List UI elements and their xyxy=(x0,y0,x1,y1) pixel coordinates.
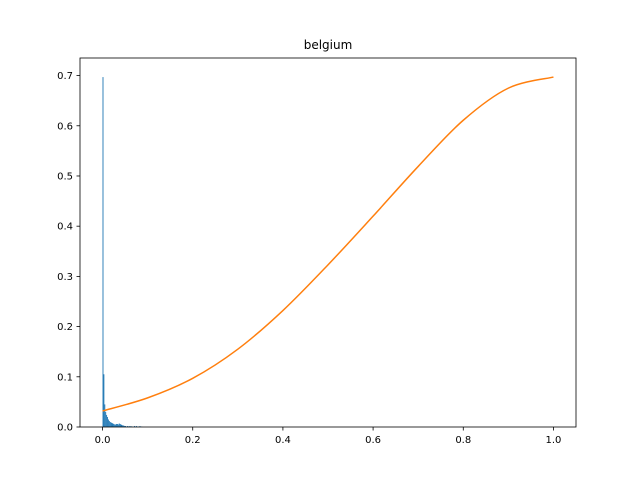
histogram-bar xyxy=(111,422,113,427)
histogram-bar xyxy=(102,77,104,428)
histogram-bar xyxy=(125,425,126,427)
histogram-bar xyxy=(134,425,136,427)
histogram-bar xyxy=(105,411,107,427)
histogram-bar xyxy=(109,421,111,427)
x-tick-label: 0.2 xyxy=(185,435,201,446)
histogram-bar xyxy=(135,425,137,427)
x-tick-label: 0.6 xyxy=(365,435,381,446)
y-tick-label: 0.5 xyxy=(57,171,73,182)
histogram-bar xyxy=(106,414,108,427)
histogram-bar xyxy=(119,423,121,427)
histogram-bars xyxy=(102,77,143,428)
histogram-bar xyxy=(121,424,123,427)
histogram-bar xyxy=(126,425,128,427)
series-line xyxy=(102,76,554,412)
histogram-bar xyxy=(120,424,122,427)
histogram-bar xyxy=(117,424,119,427)
x-tick-label: 1.0 xyxy=(546,435,562,446)
histogram-bar xyxy=(108,420,110,427)
histogram-bar xyxy=(116,423,117,427)
x-axis-ticks: 0.0 0.2 0.4 0.6 0.8 1.0 xyxy=(95,427,562,446)
histogram-bar xyxy=(104,404,106,427)
histogram-bar xyxy=(112,423,114,427)
histogram-bar xyxy=(107,419,109,427)
histogram-bar xyxy=(118,423,120,427)
histogram-bar xyxy=(122,425,124,427)
histogram-bar xyxy=(110,422,112,427)
histogram-bar xyxy=(113,423,115,427)
y-axis-ticks: 0.0 0.1 0.2 0.3 0.4 0.5 0.6 0.7 xyxy=(57,71,80,434)
y-tick-label: 0.0 xyxy=(57,423,73,434)
y-tick-label: 0.3 xyxy=(57,272,73,283)
histogram-bar xyxy=(116,423,118,427)
histogram-bar xyxy=(123,425,125,427)
histogram-bar xyxy=(114,424,116,427)
histogram-bar xyxy=(128,425,130,427)
histogram-bar xyxy=(124,425,126,427)
histogram-bar xyxy=(115,424,117,427)
y-tick-label: 0.1 xyxy=(57,372,73,383)
y-tick-label: 0.4 xyxy=(57,222,73,233)
histogram-bar xyxy=(103,374,105,427)
x-tick-label: 0.4 xyxy=(275,435,291,446)
y-tick-label: 0.6 xyxy=(57,121,73,132)
y-tick-label: 0.7 xyxy=(57,71,73,82)
chart-title: belgium xyxy=(304,38,353,52)
histogram-bar xyxy=(130,425,132,427)
plot-frame xyxy=(79,57,577,428)
y-tick-label: 0.2 xyxy=(57,322,73,333)
histogram-bar xyxy=(107,416,108,427)
histogram-bar xyxy=(139,425,141,427)
x-tick-label: 0.0 xyxy=(95,435,111,446)
x-tick-label: 0.8 xyxy=(455,435,471,446)
curve-layer xyxy=(102,76,554,412)
